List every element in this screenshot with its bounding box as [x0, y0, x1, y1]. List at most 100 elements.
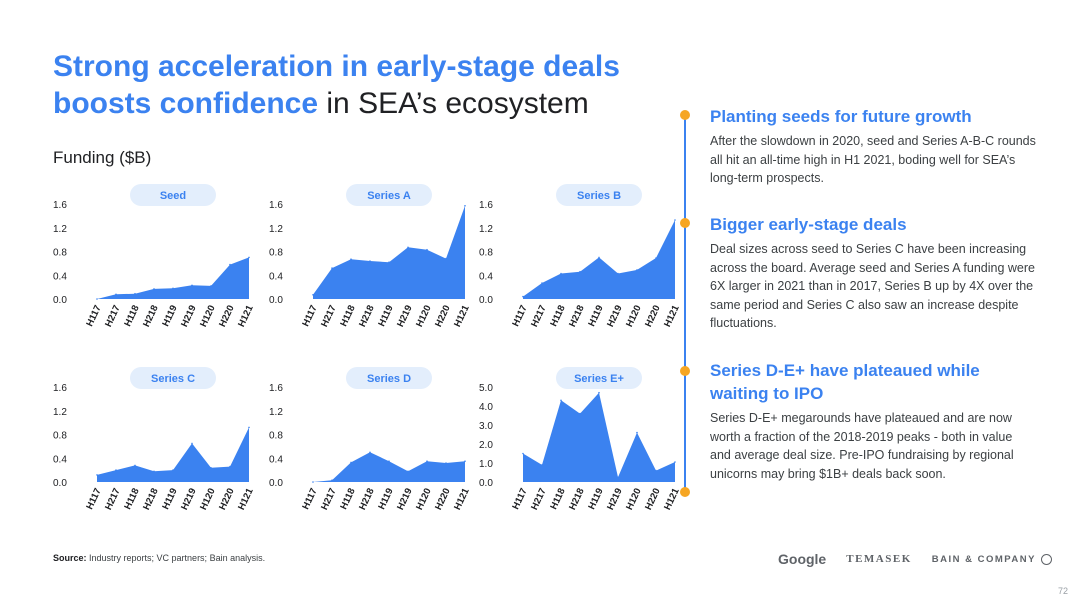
bain-logo: BAIN & COMPANY [932, 553, 1052, 565]
x-tick-label: H120 [624, 304, 644, 329]
x-tick-label: H121 [662, 303, 681, 329]
data-point [407, 470, 409, 473]
x-tick-label: H117 [300, 487, 319, 512]
timeline-dot-2 [680, 218, 690, 228]
panel-label: Series D [367, 373, 411, 385]
panel-label: Series E+ [574, 373, 624, 385]
data-point [598, 256, 600, 259]
y-tick-label: 0.0 [53, 295, 67, 306]
data-point [522, 295, 524, 298]
data-point [617, 476, 619, 479]
x-tick-label: H118 [122, 304, 141, 329]
section-seeds: Planting seeds for future growth After t… [710, 105, 1045, 188]
x-tick-label: H217 [103, 487, 123, 512]
data-point [350, 461, 352, 464]
x-tick-label: H120 [624, 487, 644, 512]
panel-label: Series C [151, 373, 195, 385]
area-series [313, 205, 465, 299]
x-tick-label: H219 [395, 304, 415, 329]
y-tick-label: 1.6 [479, 200, 493, 211]
temasek-logo: TEMASEK [846, 553, 912, 565]
y-tick-label: 0.4 [269, 454, 283, 465]
chart-series-b: Series B 1.6 1.2 0.8 0.4 0.0 H117 H217 H118 H218 H… [471, 178, 681, 353]
data-point [541, 282, 543, 284]
timeline-line [684, 113, 686, 493]
y-tick-label: 0.4 [479, 271, 493, 282]
x-tick-label: H121 [236, 303, 255, 329]
y-tick-label: 0.0 [479, 478, 493, 489]
data-point [388, 261, 390, 263]
x-tick-label: H118 [548, 304, 567, 329]
x-tick-label: H119 [586, 304, 605, 329]
y-tick-label: 1.2 [269, 407, 283, 418]
section-heading: Series D-E+ have plateaued while waiting… [710, 361, 980, 403]
data-point [369, 260, 371, 262]
x-tick-label: H117 [510, 304, 529, 329]
x-tick-label: H217 [319, 304, 339, 329]
x-tick-label: H120 [198, 304, 218, 329]
title-line1: Strong acceleration in early-stage deals [53, 50, 620, 83]
area-series [523, 220, 675, 299]
data-point [541, 464, 543, 466]
area-series [97, 427, 249, 482]
y-tick-label: 2.0 [479, 440, 493, 451]
data-point [655, 257, 657, 259]
x-tick-label: H121 [236, 486, 255, 512]
panel-label-pill [130, 184, 216, 206]
chart-series-c: Series C 1.6 1.2 0.8 0.4 0.0 H117 H217 H118 H218 H… [45, 361, 255, 536]
x-tick-label: H220 [433, 487, 453, 512]
x-tick-label: H220 [643, 304, 663, 329]
x-tick-label: H219 [605, 487, 625, 512]
timeline-dot-1 [680, 110, 690, 120]
section-body: Series D-E+ megarounds have plateaued an… [710, 411, 1014, 481]
section-early-stage: Bigger early-stage deals Deal sizes acro… [710, 213, 1045, 333]
data-point [191, 442, 193, 445]
y-tick-label: 0.0 [269, 478, 283, 489]
x-tick-label: H120 [198, 487, 218, 512]
data-point [598, 391, 600, 394]
section-heading: Bigger early-stage deals [710, 215, 907, 234]
x-tick-label: H117 [84, 487, 103, 512]
chart-series-e-plus: Series E+ 5.0 4.0 3.0 2.0 1.0 0.0 H117 H217 H118 H… [471, 361, 681, 536]
data-point [331, 479, 333, 481]
x-tick-label: H117 [510, 487, 529, 512]
google-logo: Google [778, 551, 827, 567]
x-tick-label: H220 [217, 304, 237, 329]
title-line2-rest: in SEA’s ecosystem [318, 87, 589, 120]
y-tick-label: 0.8 [53, 431, 67, 442]
x-tick-label: H121 [662, 486, 681, 512]
y-tick-label: 0.8 [269, 431, 283, 442]
x-tick-label: H120 [414, 304, 434, 329]
x-tick-label: H119 [160, 487, 179, 512]
y-tick-label: 0.4 [269, 271, 283, 282]
panel-label: Series B [577, 190, 621, 202]
panel-label: Series A [367, 190, 411, 202]
data-point [674, 461, 676, 463]
panel-label: Seed [160, 190, 186, 202]
y-tick-label: 1.6 [269, 200, 283, 211]
data-point [350, 258, 352, 260]
y-tick-label: 1.2 [53, 224, 67, 235]
x-tick-label: H220 [643, 487, 663, 512]
data-point [134, 464, 136, 467]
source-note: Source: Industry reports; VC partners; B… [53, 553, 265, 563]
data-point [191, 284, 193, 287]
x-tick-label: H117 [84, 304, 103, 329]
x-tick-label: H220 [433, 304, 453, 329]
data-point [248, 426, 250, 429]
section-heading: Planting seeds for future growth [710, 107, 972, 126]
x-tick-label: H218 [141, 304, 161, 329]
data-point [115, 293, 117, 296]
area-series [313, 452, 465, 482]
data-point [312, 294, 314, 296]
y-tick-label: 0.8 [269, 248, 283, 259]
x-tick-label: H120 [414, 487, 434, 512]
x-tick-label: H219 [179, 304, 199, 329]
chart-series-a: Series A 1.6 1.2 0.8 0.4 0.0 H117 H217 H118 H218 H… [261, 178, 471, 353]
data-point [579, 412, 581, 415]
page-number: 72 [1057, 586, 1068, 596]
